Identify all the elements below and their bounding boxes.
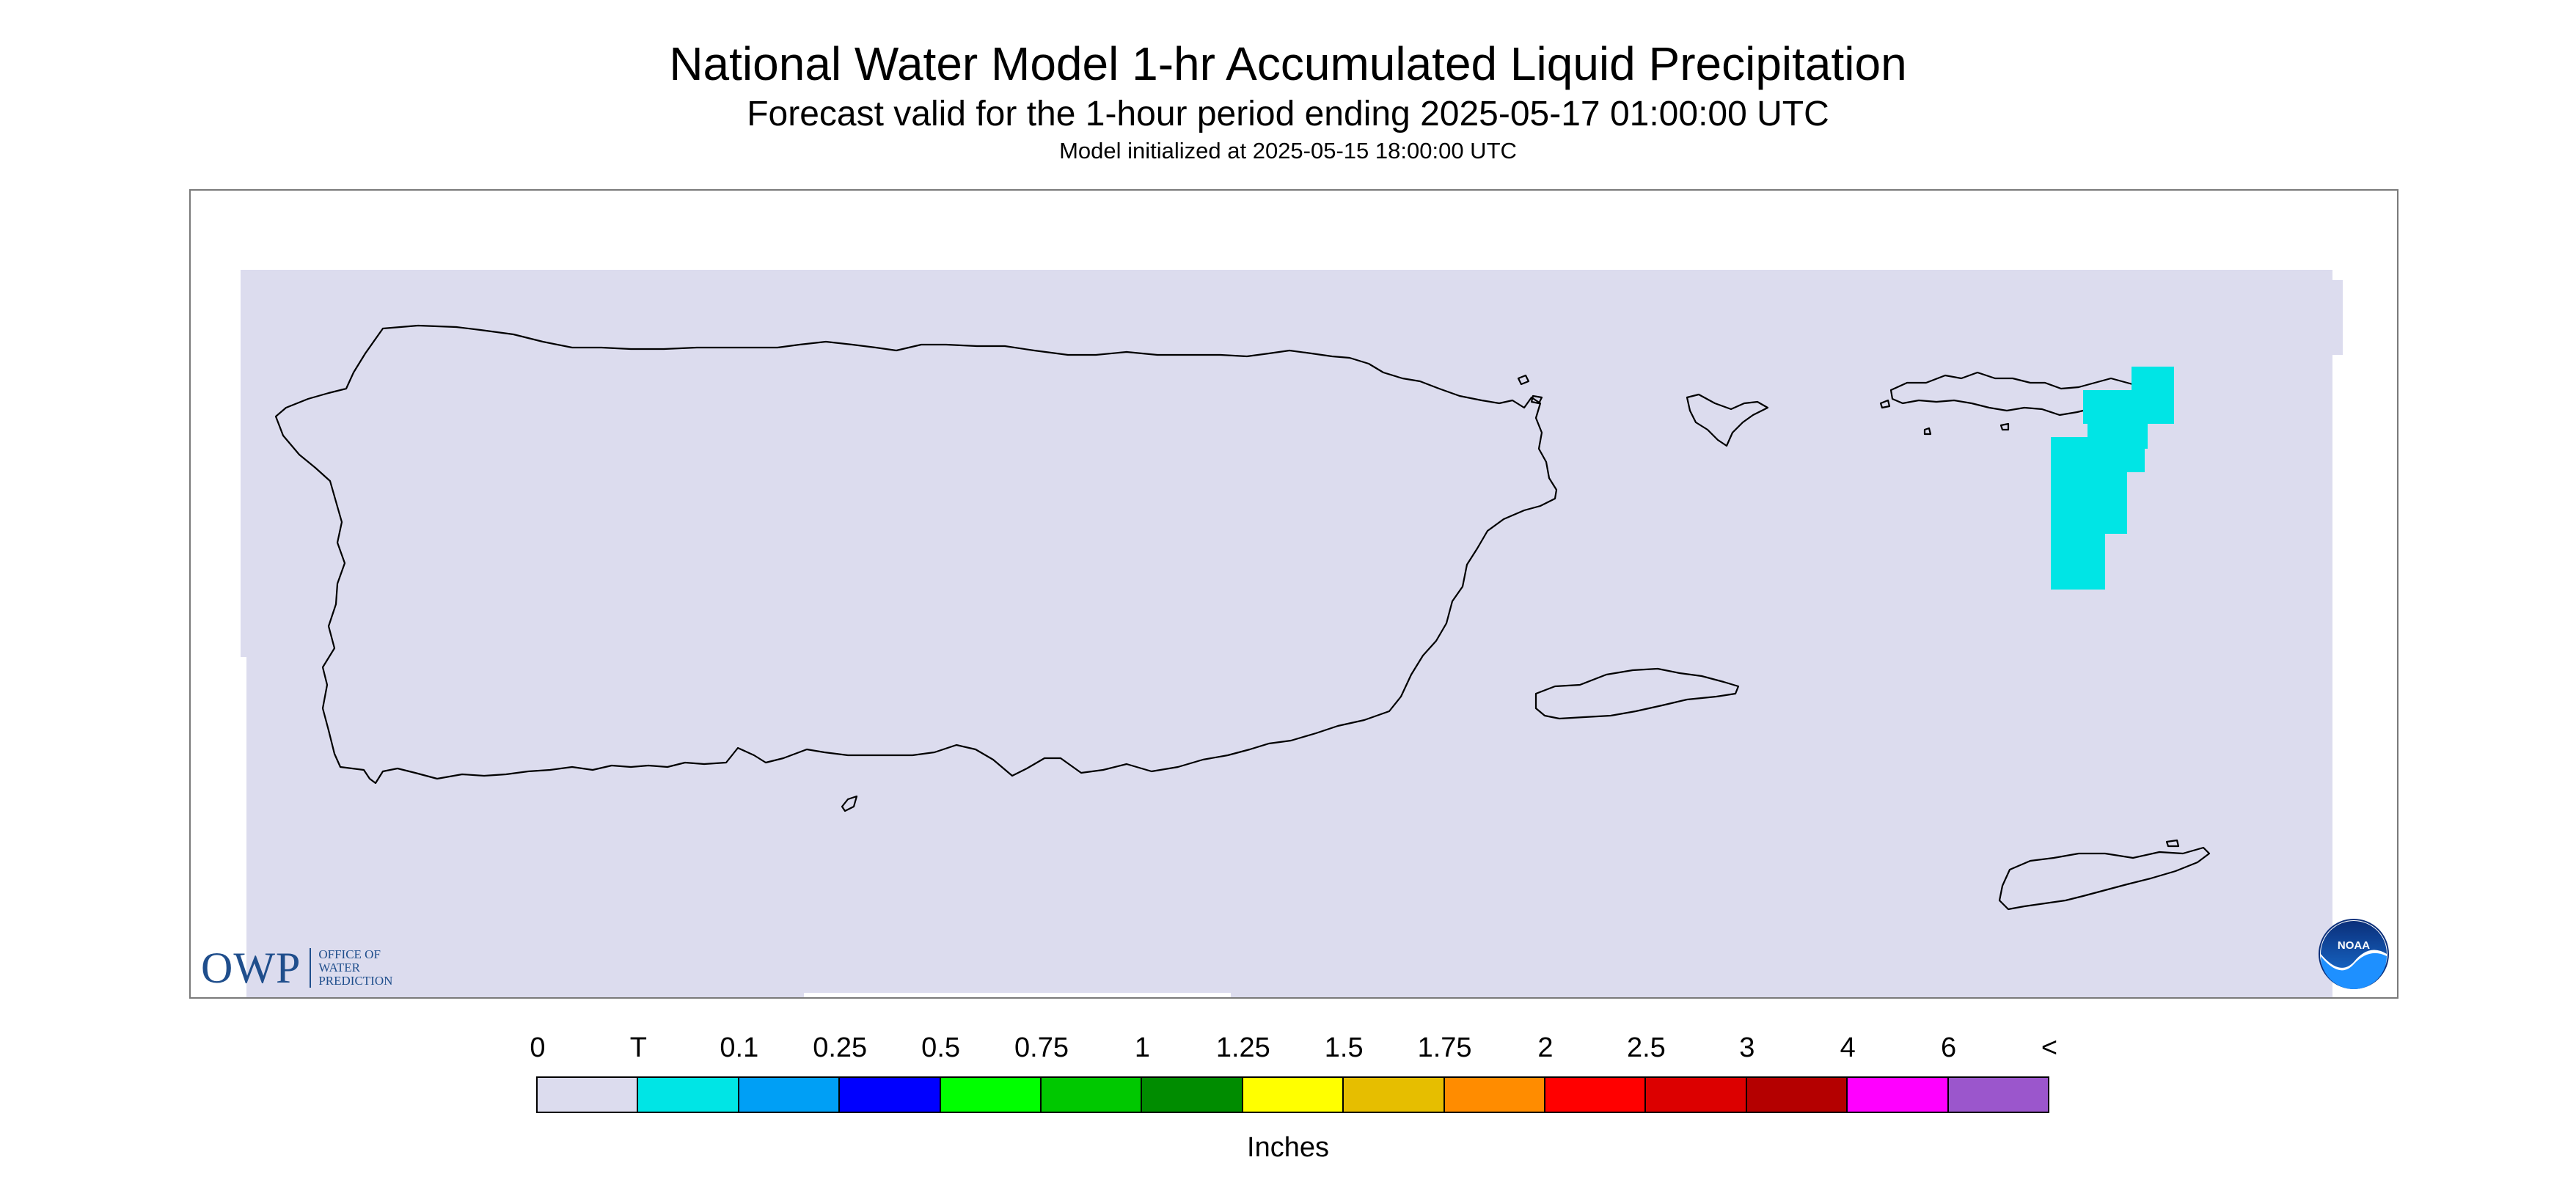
owp-logo-mark: OWP: [201, 944, 301, 992]
legend-swatch: [1040, 1078, 1141, 1112]
legend-swatch: [1745, 1078, 1847, 1112]
legend-unit-label: Inches: [1247, 1132, 1329, 1163]
buck-island: [2165, 839, 2180, 848]
legend-tick-label: 0.25: [813, 1032, 868, 1063]
model-domain: [241, 270, 2343, 997]
legend-tick-label: 2.5: [1626, 1032, 1666, 1063]
legend-tick-label: 1.5: [1324, 1032, 1364, 1063]
legend-tick-label: <: [2041, 1032, 2058, 1063]
precip-cell: [2083, 390, 2174, 424]
noaa-logo-text: NOAA: [2338, 939, 2370, 952]
culebrita-islet: [1517, 374, 1530, 386]
legend-tick-label: T: [629, 1032, 647, 1063]
legend-swatch: [1141, 1078, 1242, 1112]
culebra-outline: [1686, 393, 1769, 447]
model-init-line: Model initialized at 2025-05-15 18:00:00…: [1059, 138, 1517, 164]
map-title: National Water Model 1-hr Accumulated Li…: [669, 37, 1907, 90]
islet-5: [1923, 427, 1932, 436]
owp-logo-divider: [310, 948, 312, 988]
legend-swatch: [939, 1078, 1041, 1112]
legend-tick-label: 0.1: [720, 1032, 759, 1063]
st-croix-outline: [1998, 846, 2211, 911]
legend-tick-label: 1.25: [1215, 1032, 1270, 1063]
color-legend: [536, 1076, 2049, 1113]
map-canvas: [241, 270, 2343, 997]
legend-swatch: [1342, 1078, 1443, 1112]
precip-cell: [2051, 437, 2145, 472]
legend-tick-label: 0.75: [1014, 1032, 1069, 1063]
legend-tick-label: 4: [1840, 1032, 1856, 1063]
legend-tick-label: 1.75: [1417, 1032, 1472, 1063]
legend-swatch: [737, 1078, 839, 1112]
islet-4: [1999, 422, 2010, 431]
legend-swatch: [1644, 1078, 1746, 1112]
precip-cell: [2051, 472, 2127, 534]
legend-colorbar: [536, 1076, 2049, 1113]
owp-logo-text: OFFICE OF WATER PREDICTION: [318, 948, 392, 988]
legend-swatch: [1443, 1078, 1545, 1112]
legend-tick-label: 1: [1134, 1032, 1150, 1063]
domain-fill: [241, 270, 2343, 997]
caja-de-muertos-outline: [841, 795, 858, 812]
legend-swatch: [1241, 1078, 1343, 1112]
precip-cells: [2051, 367, 2174, 590]
noaa-logo: NOAA: [2319, 919, 2389, 989]
legend-swatch: [838, 1078, 940, 1112]
legend-tick-label: 6: [1941, 1032, 1957, 1063]
owp-logo: OWP OFFICE OF WATER PREDICTION: [201, 946, 392, 990]
legend-swatch: [637, 1078, 738, 1112]
owp-logo-line: WATER: [318, 961, 361, 974]
puerto-rico-outline: [274, 324, 1558, 785]
owp-logo-line: OFFICE OF: [318, 947, 381, 961]
legend-tick-label: 2: [1537, 1032, 1554, 1063]
precip-cell: [2051, 534, 2105, 590]
map-frame: OWP OFFICE OF WATER PREDICTION NOAA: [189, 189, 2398, 999]
legend-swatch: [538, 1078, 637, 1112]
legend-tick-label: 3: [1739, 1032, 1755, 1063]
legend-tick-label: 0: [530, 1032, 546, 1063]
coastlines: [274, 324, 2211, 911]
legend-swatch: [1947, 1078, 2049, 1112]
map-subtitle: Forecast valid for the 1-hour period end…: [747, 95, 1829, 133]
islet-2: [1530, 394, 1543, 405]
legend-swatch: [1846, 1078, 1947, 1112]
owp-logo-line: PREDICTION: [318, 974, 393, 988]
legend-swatch: [1544, 1078, 1645, 1112]
islet-3: [1879, 399, 1891, 409]
vieques-outline: [1534, 667, 1740, 720]
legend-tick-label: 0.5: [921, 1032, 961, 1063]
